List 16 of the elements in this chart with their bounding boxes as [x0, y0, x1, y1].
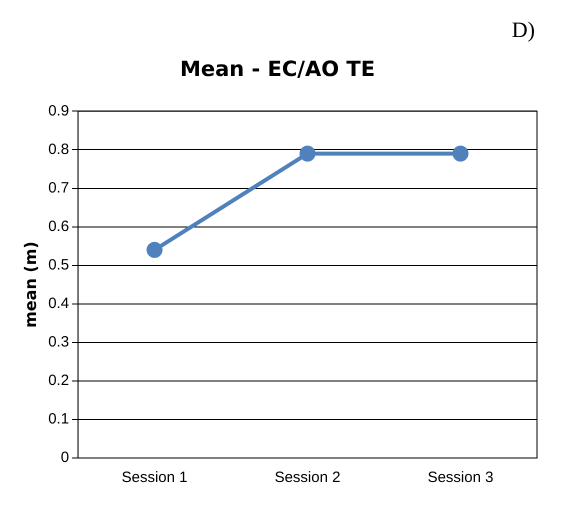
y-tick-label: 0.5	[48, 256, 70, 274]
y-axis-title: mean (m)	[20, 241, 40, 328]
y-tick-label: 0	[60, 449, 70, 466]
y-tick-label: 0.6	[48, 218, 70, 235]
x-tick-label: Session 3	[428, 469, 494, 486]
x-tick-label: Session 2	[274, 469, 340, 486]
y-tick-label: 0.1	[48, 410, 70, 428]
y-tick-label: 0.4	[48, 295, 70, 312]
chart-title: Mean - EC/AO TE	[180, 57, 376, 82]
y-tick-label: 0.3	[48, 334, 70, 351]
y-tick-label: 0.7	[48, 179, 70, 196]
y-tick-label: 0.9	[48, 102, 70, 120]
y-tick-label: 0.8	[48, 140, 70, 158]
text: D)	[512, 16, 535, 42]
y-tick-label: 0.2	[48, 372, 70, 390]
x-tick-label: Session 1	[122, 469, 188, 486]
